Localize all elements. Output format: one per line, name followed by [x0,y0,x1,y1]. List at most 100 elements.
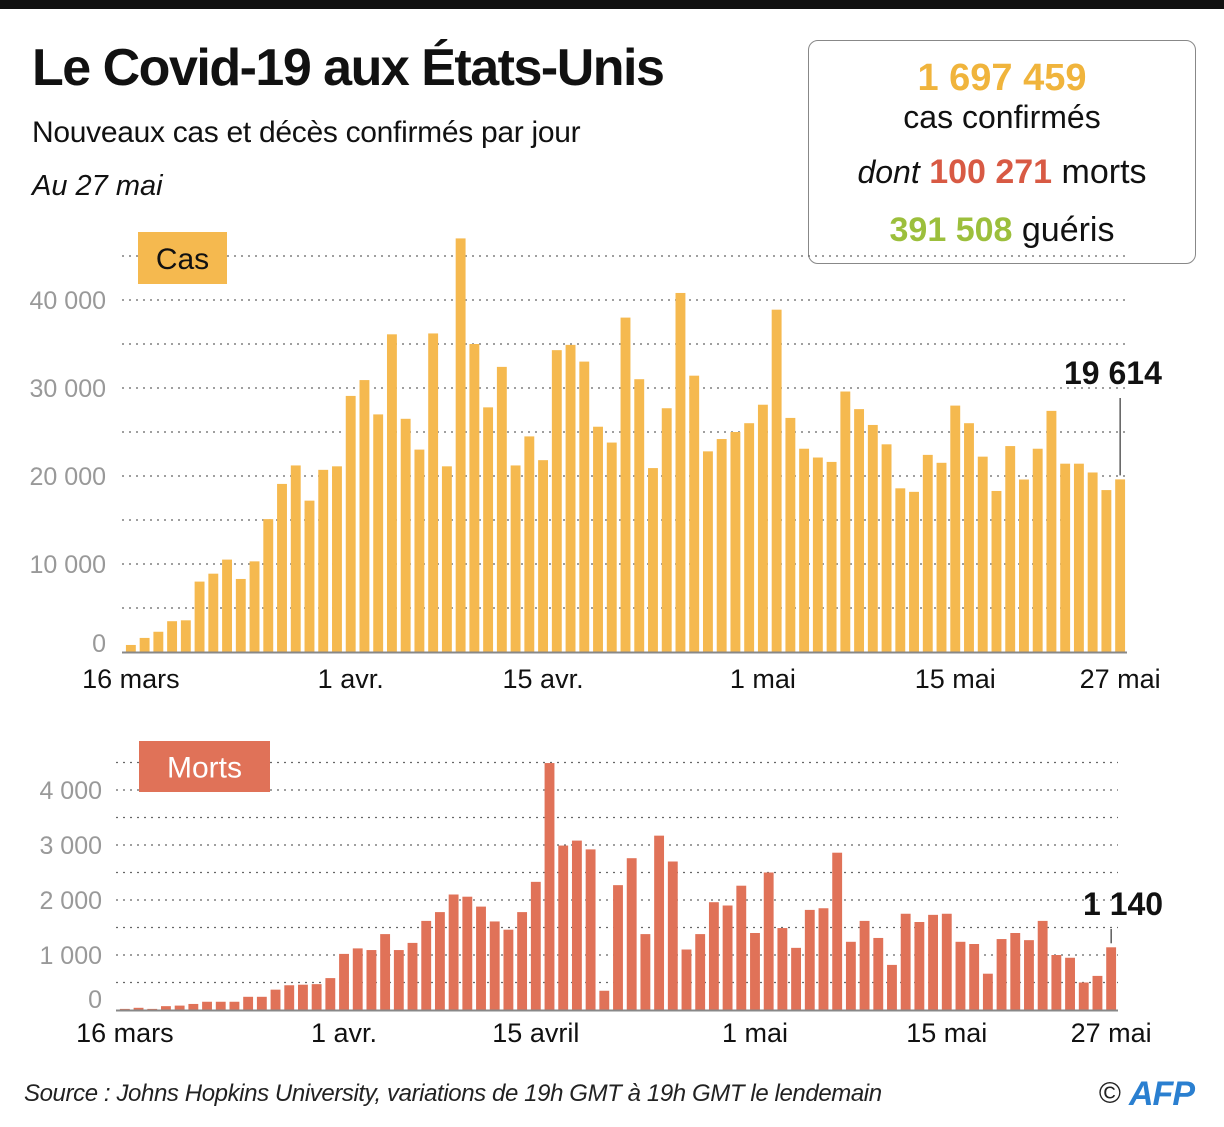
cases-bar [180,620,191,652]
deaths-bar [763,872,774,1010]
recovered-label: guéris [1021,211,1115,249]
cases-bar [785,417,796,652]
cases-bar [510,465,521,652]
cases-bar [744,423,755,652]
cases-bar [757,404,768,652]
cases-label: cas confirmés [903,99,1101,135]
deaths-bar [585,849,596,1010]
cases-x-tick-label: 15 avr. [503,664,584,694]
deaths-bar [1024,940,1034,1010]
deaths-bars [116,763,1118,1012]
top-rule [0,0,1224,9]
deaths-bar [339,953,349,1010]
deaths-bar [613,885,623,1010]
cases-bar [648,468,658,652]
deaths-y-tick-label: 1 000 [39,942,102,970]
source-note: Source : Johns Hopkins University, varia… [24,1080,882,1107]
cases-bar [208,573,219,652]
cases-bar [895,488,906,652]
cases-bar [400,418,411,652]
cases-bar [483,407,494,652]
cases-bar [222,559,232,652]
cases-legend: Cas [138,232,227,284]
deaths-bar [736,885,747,1010]
deaths-bar [626,858,637,1010]
cases-bar [263,519,274,652]
cases-bar [441,466,452,652]
deaths-bar [311,984,322,1010]
deaths-bar [256,996,267,1010]
date-label: Au 27 mai [32,170,163,202]
deaths-bar [695,934,706,1010]
deaths-x-tick-label: 15 avril [492,1018,579,1048]
deaths-bar [722,905,733,1010]
deaths-total: 100 271 [929,153,1053,191]
cases-bar [332,466,342,652]
cases-y-ticks: 0 10 000 20 000 30 000 40 000 [30,287,106,658]
deaths-bar [380,934,391,1010]
recovered-line: 391 508 guéris [809,211,1195,250]
cases-y-tick-label: 30 000 [30,375,106,403]
cases-legend-box [138,232,227,284]
deaths-bar [270,989,281,1010]
page-title: Le Covid-19 aux États-Unis [32,39,665,97]
deaths-bar [996,939,1007,1010]
cases-bar [125,644,136,652]
deaths-bar [887,964,897,1010]
copyright-icon: © [1098,1077,1121,1110]
deaths-x-tick-label: 1 mai [722,1018,788,1048]
cases-bar [414,449,425,652]
deaths-bar [982,973,993,1010]
deaths-bar [366,950,377,1010]
cases-bar [826,461,837,652]
deaths-x-ticks: 16 mars 1 avr. 15 avril 1 mai 15 mai 27 mai [76,1018,1152,1048]
deaths-bar [133,1007,144,1010]
cases-bar [867,424,878,652]
cases-y-tick-label: 0 [92,630,106,658]
cases-bar [1046,410,1057,652]
deaths-bar [558,845,569,1010]
cases-bar [812,457,823,652]
deaths-chart: 0 1 000 2 000 3 000 4 000 16 mars 1 avr. 15 av… [39,741,1163,1048]
deaths-bar [777,928,788,1010]
deaths-bar [421,920,432,1010]
deaths-bar [1010,933,1021,1010]
deaths-bar [202,1001,212,1010]
brand-block: © AFP [1098,1074,1195,1114]
cases-bar [661,408,672,652]
deaths-bar [1065,957,1075,1010]
cases-x-ticks: 16 mars 1 avr. 15 avr. 1 mai 15 mai 27 mai [82,664,1161,694]
deaths-bar [229,1001,240,1010]
cases-bar [551,350,562,652]
cases-bar [606,442,617,652]
cases-total: 1 697 459 [917,57,1087,99]
cases-y-tick-label: 40 000 [30,287,106,315]
cases-bar [579,361,590,652]
deaths-label: morts [1061,153,1147,191]
deaths-bar [325,978,336,1010]
deaths-bar [667,861,678,1010]
cases-x-tick-label: 15 mai [915,664,996,694]
deaths-x-tick-label: 16 mars [76,1018,174,1048]
cases-y-tick-label: 20 000 [30,463,106,491]
cases-x-tick-label: 1 mai [730,664,796,694]
deaths-bar [530,881,541,1010]
deaths-bar [298,984,308,1010]
deaths-y-tick-label: 0 [88,986,102,1014]
deaths-bar [1051,955,1062,1010]
cases-bar [496,366,507,652]
deaths-bar [928,914,938,1010]
cases-bar [1019,479,1029,652]
recovered-total: 391 508 [889,211,1013,249]
deaths-line: dont 100 271 morts [809,153,1195,192]
deaths-bar [654,835,665,1010]
cases-bar [881,444,892,652]
deaths-bar [119,1008,130,1010]
deaths-annotation: 1 140 [1083,886,1163,944]
cases-bar [840,391,851,652]
cases-bar [235,578,246,652]
cases-x-tick-label: 27 mai [1080,664,1161,694]
cases-bar [318,469,329,652]
deaths-bar [873,937,884,1010]
deaths-bar [284,985,295,1010]
